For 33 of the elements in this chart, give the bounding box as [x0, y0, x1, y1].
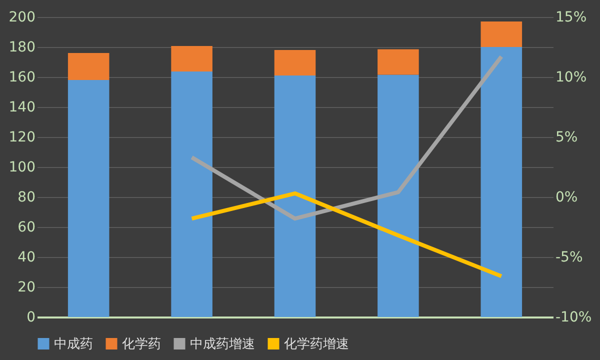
- bar: [171, 46, 212, 72]
- line-series: [190, 191, 504, 278]
- y-tick-label: 100: [8, 160, 36, 176]
- y-tick-label: 0: [26, 310, 36, 326]
- bar: [274, 76, 316, 317]
- y-tick-label: 200: [8, 10, 36, 26]
- y2-tick-label: 5%: [556, 130, 578, 146]
- bar: [274, 50, 316, 76]
- bar: [480, 22, 522, 47]
- bar: [480, 47, 522, 317]
- bar: [68, 53, 110, 80]
- y-tick-label: 160: [8, 70, 36, 86]
- y-tick-label: 180: [8, 40, 36, 56]
- y-tick-label: 20: [18, 280, 36, 296]
- y2-tick-label: -5%: [556, 250, 583, 266]
- y2-tick-label: 15%: [556, 10, 587, 26]
- bar: [171, 71, 212, 317]
- y2-tick-label: 10%: [556, 70, 587, 86]
- y2-tick-label: -10%: [556, 310, 592, 326]
- y-tick-label: 80: [18, 190, 36, 206]
- y2-tick-label: 0%: [556, 190, 578, 206]
- bar: [68, 80, 110, 317]
- y-tick-label: 40: [18, 250, 36, 266]
- bar: [378, 74, 419, 317]
- legend-label: 化学药增速: [284, 336, 349, 352]
- y-tick-label: 140: [8, 100, 36, 116]
- legend-label: 中成药: [54, 336, 93, 352]
- line-series: [190, 54, 504, 221]
- y-tick-label: 120: [8, 130, 36, 146]
- legend-label: 中成药增速: [190, 336, 255, 352]
- bar: [378, 49, 419, 75]
- y-tick-label: 60: [18, 220, 36, 236]
- legend-label: 化学药: [122, 336, 161, 352]
